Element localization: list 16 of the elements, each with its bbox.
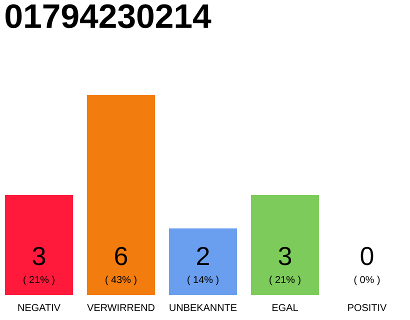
annotation: ( 21% )	[24, 276, 54, 286]
x-tick-label: EGAL	[272, 304, 298, 312]
x-tick-label: POSITIV	[348, 304, 387, 312]
x-tick-label: UNBEKANNTE	[170, 304, 237, 312]
data-label: 3	[278, 246, 292, 266]
x-tick-label: VERWIRREND	[87, 304, 154, 311]
x-tick-label: NEGATIV	[18, 304, 60, 312]
annotation: ( 43% )	[106, 276, 136, 286]
annotation: ( 21% )	[270, 276, 300, 286]
data-label: 6	[115, 246, 128, 266]
annotation: ( 14% )	[188, 276, 218, 286]
data-label: 0	[360, 246, 374, 266]
data-label: 3	[32, 246, 46, 266]
chart-title: 01794230214	[6, 4, 212, 28]
annotation: ( 0% )	[354, 276, 380, 286]
data-label: 2	[197, 246, 209, 265]
